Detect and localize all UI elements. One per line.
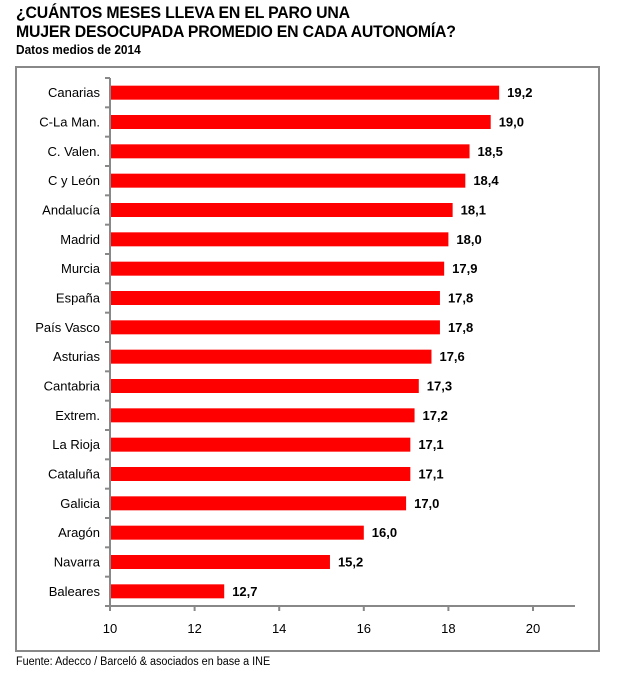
value-label: 18,4 — [473, 173, 499, 188]
value-label: 17,8 — [448, 291, 473, 306]
category-label: La Rioja — [52, 437, 100, 452]
value-label: 17,3 — [427, 379, 452, 394]
category-label: Andalucía — [42, 203, 101, 218]
chart-title-line-2: MUJER DESOCUPADA PROMEDIO EN CADA AUTONO… — [16, 23, 456, 41]
value-label: 16,0 — [372, 525, 397, 540]
category-label: C. Valen. — [47, 144, 100, 159]
x-tick-label: 14 — [272, 621, 286, 636]
category-label: Baleares — [49, 584, 101, 599]
bar-13 — [111, 467, 411, 481]
bar-1 — [111, 115, 491, 129]
bar-6 — [111, 261, 445, 276]
chart-title: ¿CUÁNTOS MESES LLEVA EN EL PARO UNA MUJE… — [16, 4, 456, 42]
x-tick-label: 16 — [357, 621, 371, 636]
value-label: 17,9 — [452, 261, 477, 276]
bar-15 — [111, 525, 364, 540]
value-label: 17,8 — [448, 320, 473, 335]
value-label: 17,2 — [423, 408, 448, 423]
value-label: 17,0 — [414, 496, 439, 511]
category-label: C y León — [48, 173, 100, 188]
bar-5 — [111, 232, 449, 247]
bar-16 — [111, 555, 330, 569]
bar-7 — [111, 291, 440, 305]
value-label: 18,1 — [461, 203, 486, 218]
category-label: Murcia — [61, 261, 101, 276]
x-tick-label: 12 — [187, 621, 201, 636]
category-label: Aragón — [58, 525, 100, 540]
bar-11 — [111, 408, 415, 423]
x-tick-label: 18 — [441, 621, 455, 636]
category-label: Madrid — [60, 232, 100, 247]
category-label: Cataluña — [48, 467, 101, 482]
bar-12 — [111, 437, 411, 452]
value-labels-group: 19,2 19,0 18,5 18,4 18,1 18,0 17,9 17,8 17,8 17,6… — [232, 85, 532, 599]
bar-14 — [111, 496, 407, 511]
value-label: 17,1 — [418, 437, 443, 452]
bar-2 — [111, 144, 470, 159]
bar-8 — [111, 320, 440, 335]
value-label: 19,0 — [499, 115, 524, 130]
bar-9 — [111, 349, 432, 364]
category-label: Cantabria — [44, 379, 101, 394]
source-note: Fuente: Adecco / Barceló & asociados en … — [16, 656, 271, 668]
value-label: 12,7 — [232, 584, 257, 599]
bar-0 — [111, 85, 500, 100]
category-label: País Vasco — [35, 320, 100, 335]
bars-group — [111, 85, 500, 599]
category-label: Navarra — [54, 555, 101, 570]
value-label: 19,2 — [507, 85, 532, 100]
category-label: Canarias — [48, 85, 101, 100]
bar-10 — [111, 379, 419, 393]
x-tick-label: 20 — [526, 621, 540, 636]
value-label: 17,1 — [418, 467, 443, 482]
chart-subtitle: Datos medios de 2014 — [16, 43, 141, 57]
category-label: C-La Man. — [39, 115, 100, 130]
category-label: Galicia — [60, 496, 101, 511]
category-label: Asturias — [53, 349, 100, 364]
value-label: 18,0 — [456, 232, 481, 247]
chart-title-line-1: ¿CUÁNTOS MESES LLEVA EN EL PARO UNA — [16, 4, 350, 22]
bar-17 — [111, 584, 225, 599]
axes-group: 10 12 14 16 18 20 — [103, 77, 575, 636]
bar-4 — [111, 203, 453, 217]
chart-frame — [15, 66, 600, 652]
value-label: 17,6 — [439, 349, 464, 364]
category-label: Extrem. — [55, 408, 100, 423]
category-labels-group: Canarias C-La Man. C. Valen. C y León Andalu… — [35, 85, 101, 599]
bar-3 — [111, 173, 466, 188]
category-label: España — [56, 291, 101, 306]
value-label: 15,2 — [338, 555, 363, 570]
value-label: 18,5 — [478, 144, 503, 159]
x-tick-label: 10 — [103, 621, 117, 636]
